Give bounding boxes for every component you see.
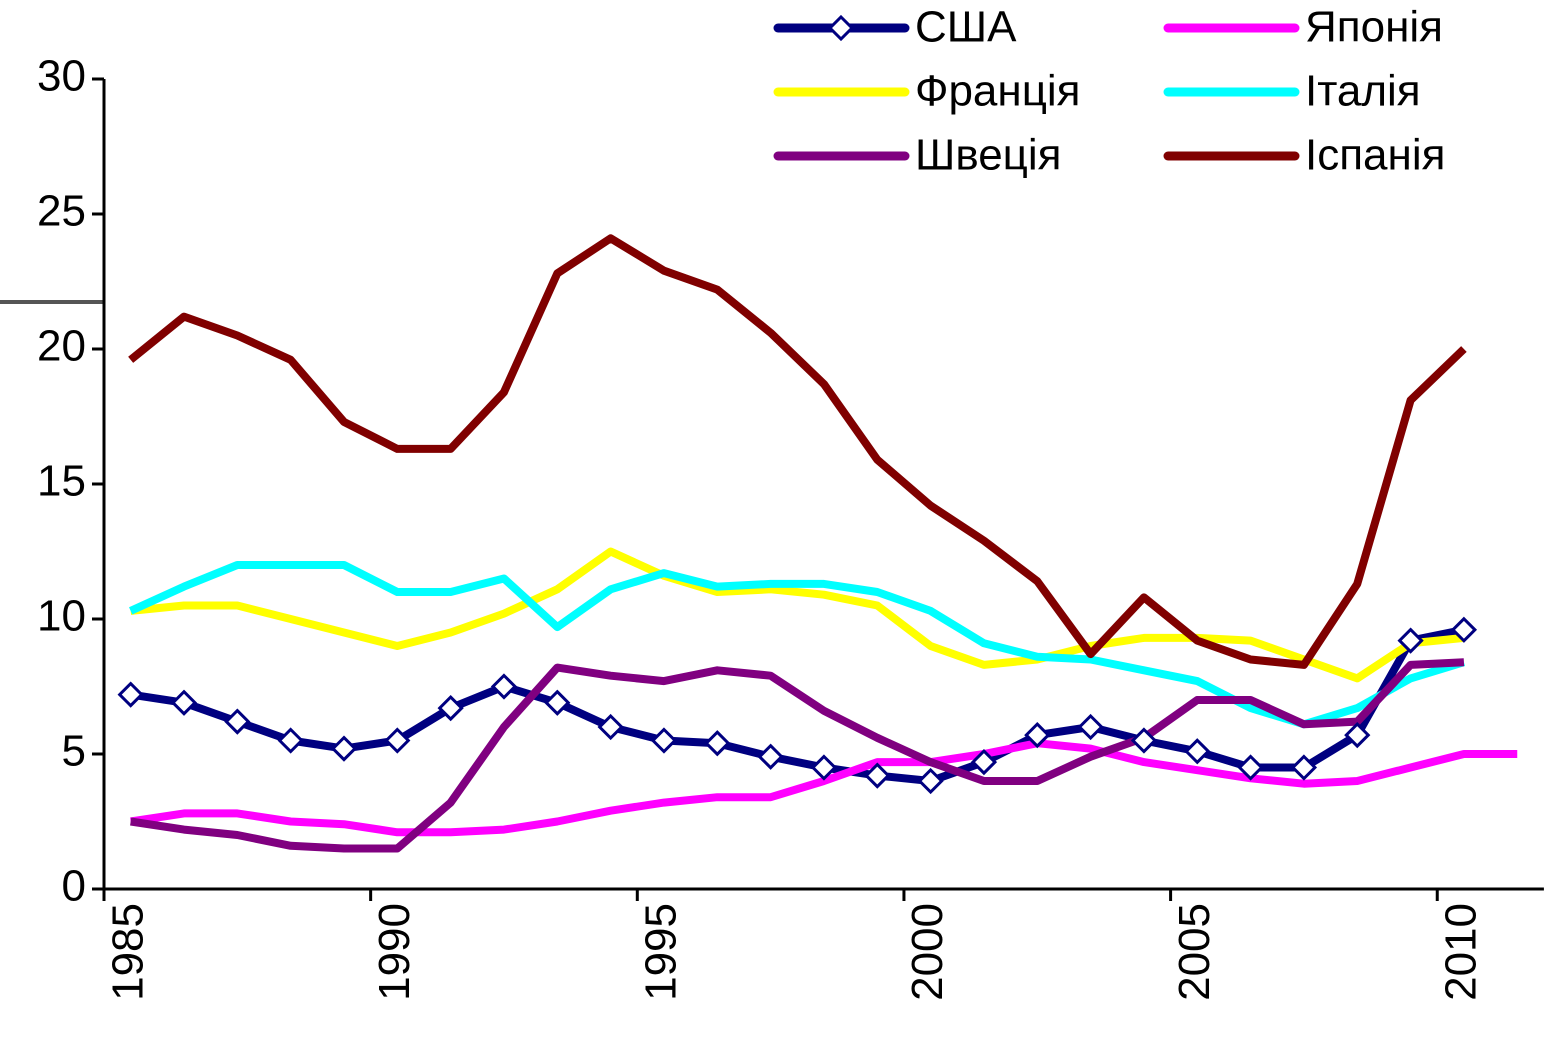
marker — [170, 689, 198, 716]
y-tick-label: 10 — [37, 592, 86, 641]
x-tick-label: 1995 — [637, 903, 686, 1001]
y-tick-label: 20 — [37, 322, 86, 371]
marker — [437, 694, 464, 722]
marker — [277, 727, 304, 754]
x-tick-label: 2005 — [1170, 903, 1219, 1001]
marker — [490, 673, 518, 700]
marker — [650, 727, 678, 754]
marker — [1450, 616, 1478, 643]
marker — [544, 689, 571, 716]
legend-label: Японія — [1305, 3, 1443, 52]
marker — [917, 767, 944, 795]
marker — [597, 713, 624, 741]
legend-marker — [827, 14, 855, 42]
marker — [1290, 754, 1318, 781]
series-line — [130, 547, 1465, 683]
marker — [970, 748, 998, 776]
marker — [224, 708, 251, 735]
marker — [1344, 721, 1371, 749]
x-tick-label: 2010 — [1437, 903, 1486, 1001]
legend-label: Іспанія — [1305, 131, 1445, 180]
series-line — [130, 739, 1518, 837]
marker — [330, 735, 358, 762]
y-tick-label: 5 — [62, 727, 86, 776]
legend-label: Франція — [915, 67, 1081, 116]
marker — [1184, 738, 1211, 765]
x-tick-label: 1990 — [370, 903, 419, 1001]
y-tick-label: 30 — [37, 52, 86, 101]
marker — [117, 681, 144, 708]
x-tick-label: 1985 — [103, 903, 152, 1001]
legend-label: США — [915, 3, 1017, 52]
y-tick-label: 0 — [62, 862, 86, 911]
legend-label: Швеція — [915, 131, 1061, 180]
y-tick-label: 15 — [37, 457, 86, 506]
marker — [1237, 754, 1264, 781]
marker — [704, 730, 731, 757]
y-tick-label: 25 — [37, 187, 86, 236]
x-tick-label: 2000 — [903, 903, 952, 1001]
marker — [1077, 713, 1104, 741]
marker — [1024, 721, 1051, 749]
marker — [1397, 627, 1424, 654]
series-line — [130, 658, 1465, 853]
marker — [1130, 727, 1158, 754]
marker — [757, 743, 784, 770]
marker — [810, 754, 838, 781]
marker — [384, 727, 411, 754]
series-line — [128, 234, 1467, 669]
marker — [864, 762, 891, 789]
legend-label: Італія — [1305, 67, 1421, 116]
